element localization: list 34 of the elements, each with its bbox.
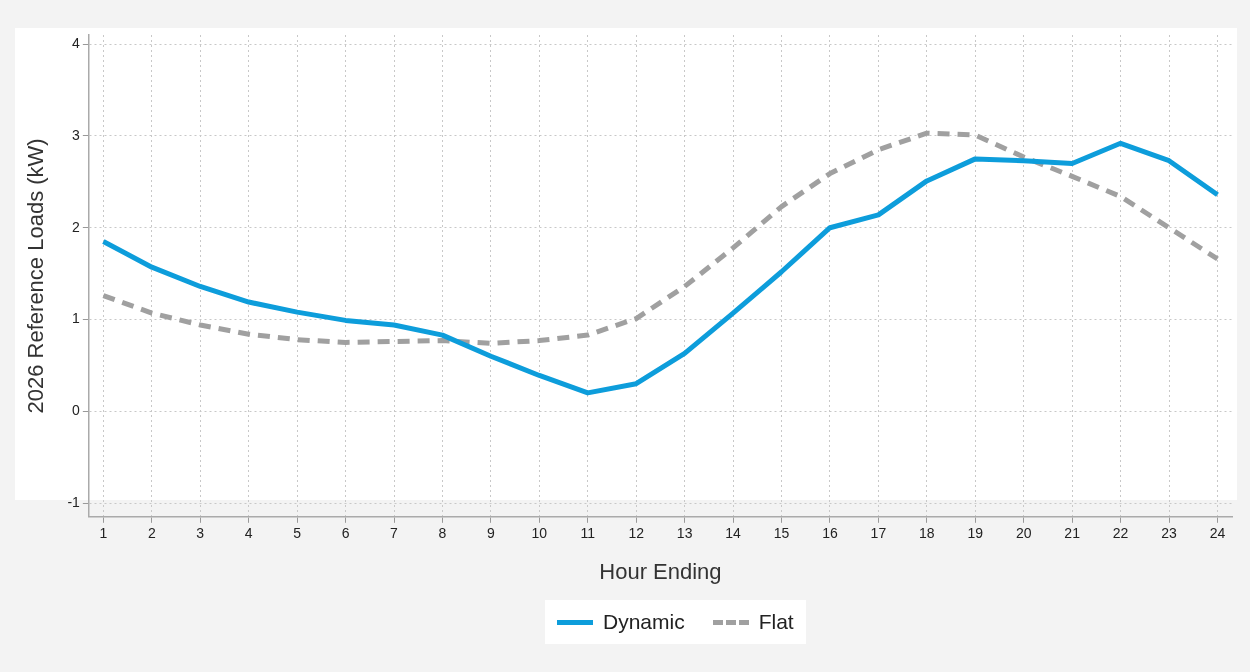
x-tick-label: 19 [967,525,984,542]
x-tick-label: 2 [147,525,156,542]
x-tick-label: 9 [486,525,495,542]
x-tick-label: 4 [244,525,253,542]
x-tick-label: 15 [773,525,790,542]
legend-label: Flat [758,610,794,634]
x-tick-label: 5 [293,525,302,542]
x-tick-label: 7 [390,525,399,542]
x-tick-label: 3 [196,525,205,542]
y-axis-title: 2026 Reference Loads (kW) [23,138,49,414]
x-tick-label: 13 [676,525,693,542]
legend-label: Dynamic [603,610,685,634]
y-tick-label: -1 [67,493,81,510]
x-tick-label: 10 [531,525,548,542]
x-tick-label: 14 [725,525,742,542]
x-tick-label: 20 [1015,525,1032,542]
x-tick-label: 21 [1064,525,1081,542]
y-tick-label: 4 [72,35,81,52]
y-tick-label: 3 [72,126,81,143]
x-axis-title: Hour Ending [599,558,722,584]
x-tick-label: 16 [822,525,838,542]
x-tick-label: 18 [919,525,935,542]
x-tick-label: 6 [341,525,350,542]
y-tick-label: 1 [72,310,81,327]
x-tick-label: 22 [1112,525,1129,542]
y-tick-label: 0 [72,402,81,419]
x-tick-label: 17 [870,525,887,542]
x-tick-label: 8 [438,525,447,542]
y-tick-label: 2 [72,218,81,235]
x-tick-label: 23 [1161,525,1178,542]
x-tick-label: 12 [628,525,645,542]
x-tick-label: 1 [99,525,108,542]
x-tick-label: 24 [1209,525,1226,542]
x-tick-label: 11 [580,525,596,542]
